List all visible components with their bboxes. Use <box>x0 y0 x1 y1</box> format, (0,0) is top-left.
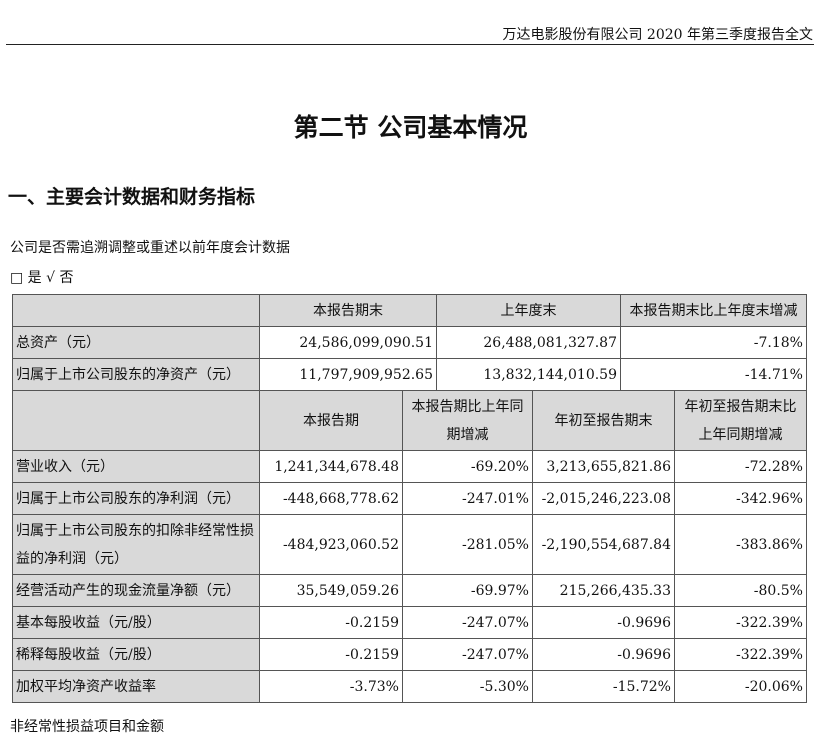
subsection-heading: 一、主要会计数据和财务指标 <box>8 186 256 208</box>
row-label: 基本每股收益（元/股） <box>12 606 260 639</box>
row-label: 经营活动产生的现金流量净额（元） <box>12 574 260 607</box>
value-cell: -72.28% <box>674 450 807 483</box>
value-cell: 26,488,081,327.87 <box>436 326 621 359</box>
row-label: 总资产（元） <box>12 326 260 359</box>
value-cell: -14.71% <box>620 358 807 391</box>
value-cell: -383.86% <box>674 514 807 575</box>
restatement-question: 公司是否需追溯调整或重述以前年度会计数据 <box>10 240 290 256</box>
value-cell: -484,923,060.52 <box>259 514 403 575</box>
table-row: 基本每股收益（元/股） -0.2159 -247.07% -0.9696 -322.39… <box>12 606 807 639</box>
value-cell: -247.07% <box>402 638 533 671</box>
column-header <box>12 294 260 327</box>
column-header: 本报告期比上年同期增减 <box>402 390 533 451</box>
value-cell: -0.9696 <box>532 638 675 671</box>
table-header-row: 本报告期 本报告期比上年同期增减 年初至报告期末 年初至报告期末比上年同期增减 <box>12 390 807 451</box>
value-cell: 215,266,435.33 <box>532 574 675 607</box>
value-cell: -5.30% <box>402 670 533 703</box>
table-row: 稀释每股收益（元/股） -0.2159 -247.07% -0.9696 -322.39… <box>12 638 807 671</box>
table-row: 归属于上市公司股东的净资产（元） 11,797,909,952.65 13,832,… <box>12 358 807 391</box>
value-cell: -0.2159 <box>259 606 403 639</box>
table-row: 加权平均净资产收益率 -3.73% -5.30% -15.72% -20.06% <box>12 670 807 703</box>
financial-indicators-table: 本报告期末 上年度末 本报告期末比上年度末增减 总资产（元） 24,586,099,09… <box>12 294 807 703</box>
value-cell: 11,797,909,952.65 <box>259 358 437 391</box>
value-cell: -15.72% <box>532 670 675 703</box>
value-cell: 35,549,059.26 <box>259 574 403 607</box>
value-cell: 1,241,344,678.48 <box>259 450 403 483</box>
value-cell: -281.05% <box>402 514 533 575</box>
value-cell: 13,832,144,010.59 <box>436 358 621 391</box>
value-cell: -69.97% <box>402 574 533 607</box>
value-cell: -0.2159 <box>259 638 403 671</box>
section-title: 第二节 公司基本情况 <box>293 113 528 142</box>
value-cell: -2,190,554,687.84 <box>532 514 675 575</box>
value-cell: -3.73% <box>259 670 403 703</box>
page-header: 万达电影股份有限公司 2020 年第三季度报告全文 <box>502 27 813 43</box>
value-cell: -322.39% <box>674 638 807 671</box>
header-divider <box>6 44 814 45</box>
column-header: 本报告期 <box>259 390 403 451</box>
table-row: 总资产（元） 24,586,099,090.51 26,488,081,327.87… <box>12 326 807 359</box>
value-cell: -69.20% <box>402 450 533 483</box>
non-recurring-items-label: 非经常性损益项目和金额 <box>10 719 164 735</box>
table-row: 归属于上市公司股东的净利润（元） -448,668,778.62 -247.01% -… <box>12 482 807 515</box>
table-row: 归属于上市公司股东的扣除非经常性损益的净利润（元） -484,923,060.52… <box>12 514 807 575</box>
value-cell: -247.01% <box>402 482 533 515</box>
value-cell: -247.07% <box>402 606 533 639</box>
row-label: 加权平均净资产收益率 <box>12 670 260 703</box>
value-cell: -322.39% <box>674 606 807 639</box>
column-header: 本报告期末 <box>259 294 437 327</box>
column-header: 本报告期末比上年度末增减 <box>620 294 807 327</box>
value-cell: -448,668,778.62 <box>259 482 403 515</box>
column-header: 年初至报告期末 <box>532 390 675 451</box>
value-cell: -2,015,246,223.08 <box>532 482 675 515</box>
table-row: 营业收入（元） 1,241,344,678.48 -69.20% 3,213,655,… <box>12 450 807 483</box>
value-cell: 3,213,655,821.86 <box>532 450 675 483</box>
value-cell: 24,586,099,090.51 <box>259 326 437 359</box>
column-header <box>12 390 260 451</box>
row-label: 归属于上市公司股东的扣除非经常性损益的净利润（元） <box>12 514 260 575</box>
value-cell: -20.06% <box>674 670 807 703</box>
row-label: 营业收入（元） <box>12 450 260 483</box>
table-header-row: 本报告期末 上年度末 本报告期末比上年度末增减 <box>12 294 807 327</box>
value-cell: -0.9696 <box>532 606 675 639</box>
value-cell: -80.5% <box>674 574 807 607</box>
column-header: 年初至报告期末比上年同期增减 <box>674 390 807 451</box>
value-cell: -7.18% <box>620 326 807 359</box>
column-header: 上年度末 <box>436 294 621 327</box>
row-label: 稀释每股收益（元/股） <box>12 638 260 671</box>
row-label: 归属于上市公司股东的净资产（元） <box>12 358 260 391</box>
table-row: 经营活动产生的现金流量净额（元） 35,549,059.26 -69.97% 215,… <box>12 574 807 607</box>
restatement-options: □ 是 √ 否 <box>10 270 74 286</box>
value-cell: -342.96% <box>674 482 807 515</box>
row-label: 归属于上市公司股东的净利润（元） <box>12 482 260 515</box>
